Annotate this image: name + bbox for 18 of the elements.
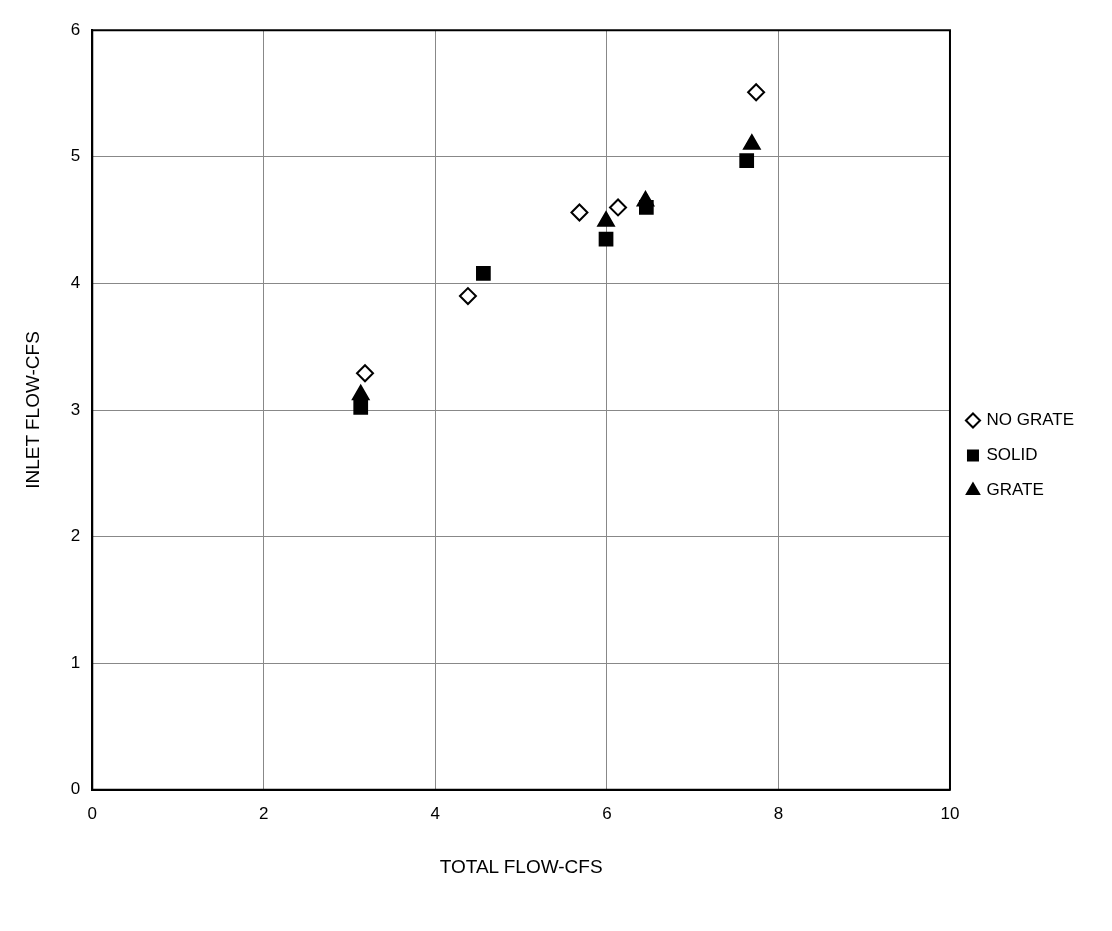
y-tick-label: 5 <box>70 146 81 166</box>
y-tick-label: 6 <box>70 19 81 39</box>
y-tick-label: 2 <box>70 526 81 546</box>
y-tick-label: 3 <box>70 399 81 419</box>
legend-label: GRATE <box>986 480 1044 500</box>
x-tick-label: 6 <box>602 803 612 823</box>
y-tick-label: 4 <box>70 273 81 293</box>
legend-label: SOLID <box>986 445 1038 465</box>
y-tick-label: 0 <box>70 779 81 799</box>
x-tick-label: 10 <box>940 803 960 823</box>
legend-label: NO GRATE <box>986 410 1075 430</box>
x-tick-label: 0 <box>87 803 97 823</box>
y-axis-title: INLET FLOW-CFS <box>21 331 43 489</box>
x-tick-label: 8 <box>773 803 784 823</box>
x-tick-label: 2 <box>259 803 269 823</box>
x-axis-title: TOTAL FLOW-CFS <box>439 855 603 877</box>
y-tick-label: 1 <box>70 652 81 672</box>
x-tick-label: 4 <box>430 803 441 823</box>
